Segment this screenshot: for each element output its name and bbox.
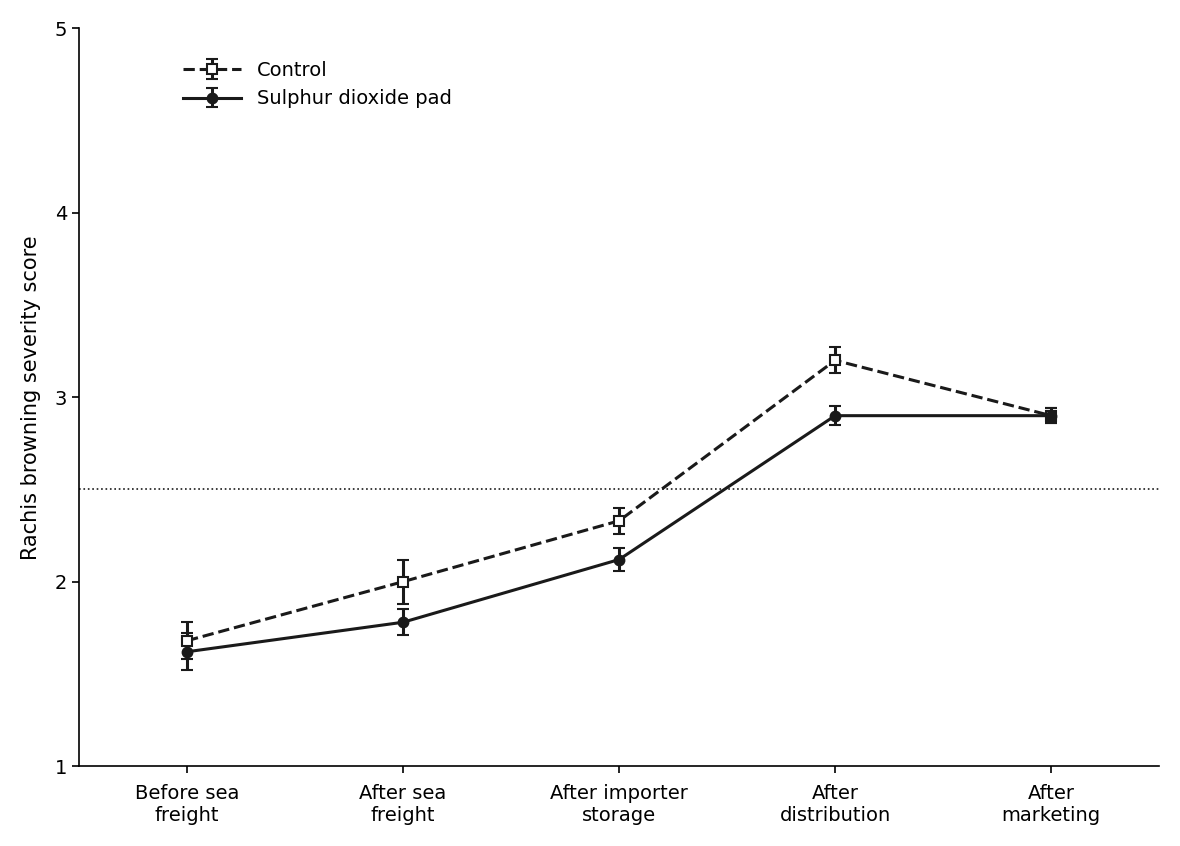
Y-axis label: Rachis browning severity score: Rachis browning severity score <box>21 235 41 559</box>
Legend: Control, Sulphur dioxide pad: Control, Sulphur dioxide pad <box>175 52 459 116</box>
